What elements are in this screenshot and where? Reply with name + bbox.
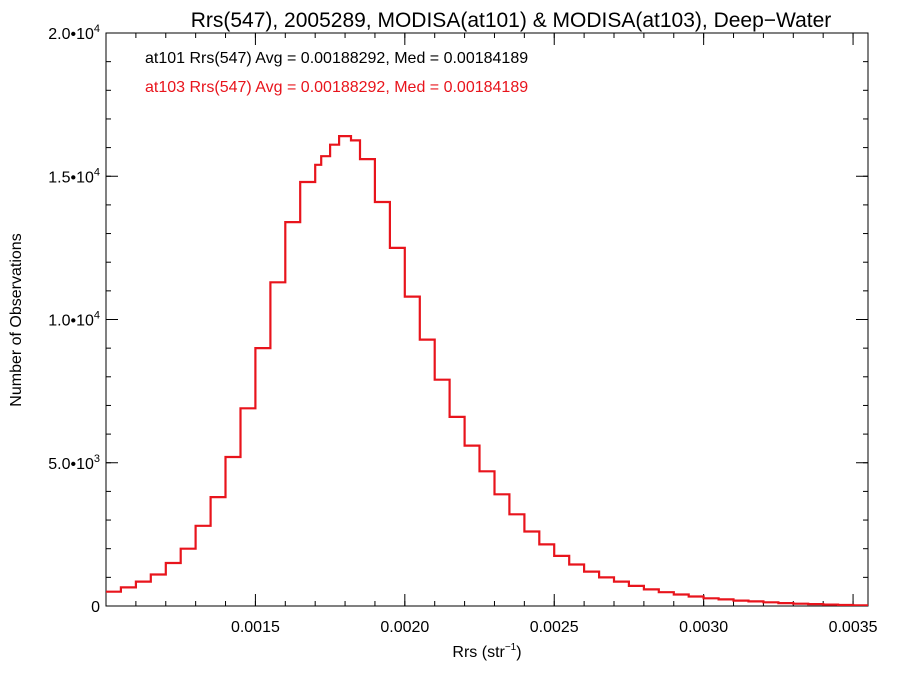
y-tick-label: 1.5•104: [48, 166, 100, 186]
annotation-at103: at103 Rrs(547) Avg = 0.00188292, Med = 0…: [145, 79, 528, 96]
y-axis-label: Number of Observations: [8, 233, 25, 406]
y-tick-label: 2.0•104: [48, 23, 100, 43]
x-tick-label: 0.0030: [679, 619, 728, 636]
x-tick-label: 0.0015: [231, 619, 280, 636]
x-tick-label: 0.0020: [380, 619, 429, 636]
y-tick-mantissa: 0: [91, 599, 100, 616]
chart-title: Rrs(547), 2005289, MODISA(at101) & MODIS…: [191, 9, 832, 32]
y-tick-mantissa: 2.0•10: [48, 26, 94, 43]
annotation-at101: at101 Rrs(547) Avg = 0.00188292, Med = 0…: [145, 50, 528, 67]
y-tick-label: 5.0•103: [48, 453, 100, 473]
x-axis-label-prefix: Rrs (str: [452, 644, 505, 661]
y-tick-label: 1.0•104: [48, 310, 100, 330]
histogram-series-line: [106, 135, 868, 606]
y-tick-exponent: 4: [94, 23, 100, 35]
y-tick-mantissa: 1.0•10: [48, 313, 94, 330]
x-tick-label: 0.0025: [530, 619, 579, 636]
y-tick-exponent: 3: [94, 453, 100, 465]
plot-area: 0.0015 0.0020 0.0025 0.0030 0.0035 0 5.0•103 1.…: [48, 23, 877, 636]
x-axis-label-suffix: ): [516, 644, 521, 661]
y-tick-label: 0: [91, 599, 100, 616]
y-tick-mantissa: 1.5•10: [48, 169, 94, 186]
y-tick-mantissa: 5.0•10: [48, 456, 94, 473]
x-tick-label: 0.0035: [829, 619, 878, 636]
plot-frame: [105, 32, 869, 607]
x-axis-label-superscript: −1: [505, 642, 517, 653]
x-axis-label: Rrs (str−1): [452, 642, 521, 661]
y-tick-exponent: 4: [94, 166, 100, 178]
y-tick-exponent: 4: [94, 310, 100, 322]
